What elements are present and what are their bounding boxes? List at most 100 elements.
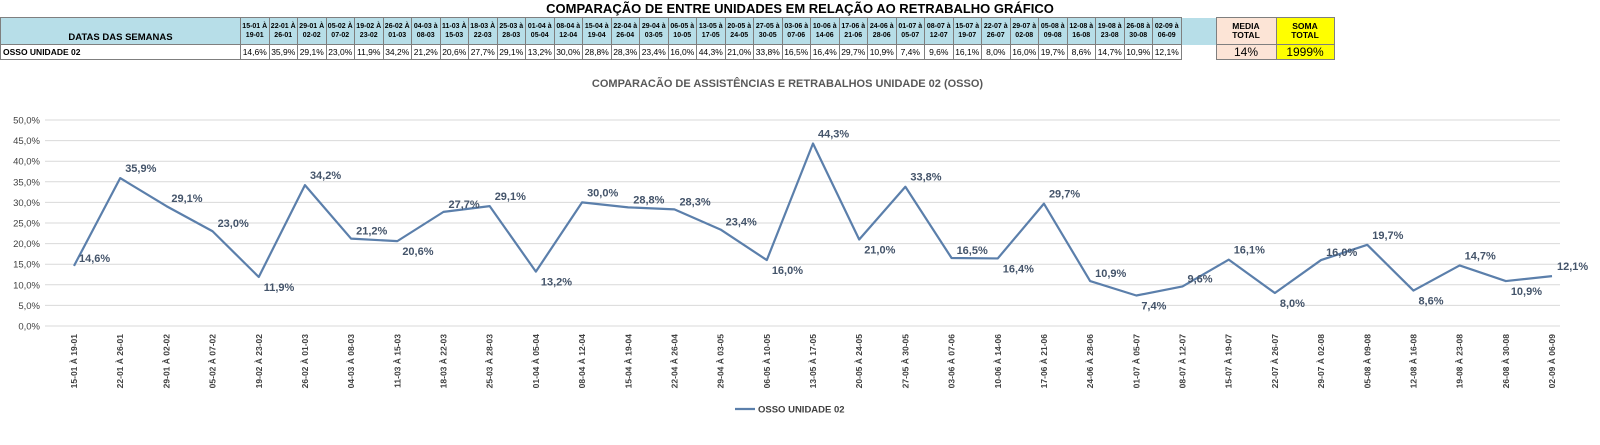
- chart-legend: OSSO UNIDADE 02: [735, 405, 845, 416]
- week-start: 05-08 à: [1040, 23, 1065, 30]
- week-header: 02-09 à 06-09: [1152, 17, 1182, 45]
- week-header: 25-03 à 28-03: [496, 17, 526, 45]
- y-tick-label: 15,0%: [13, 260, 40, 271]
- x-tick-label: 25-03 À 28-03: [485, 334, 495, 389]
- week-value: 21,0%: [724, 44, 754, 60]
- week-start: 25-03 à: [499, 23, 524, 30]
- week-end: 21-06: [844, 32, 863, 39]
- week-start: 26-02 À: [384, 23, 410, 30]
- week-value: 30,0%: [553, 44, 583, 60]
- week-header: 22-01 À 26-01: [268, 17, 298, 45]
- week-value: 23,0%: [325, 44, 355, 60]
- x-tick-label: 18-03 À 22-03: [439, 334, 449, 389]
- data-label: 44,3%: [818, 128, 849, 140]
- y-tick-label: 35,0%: [13, 177, 40, 188]
- data-label: 29,1%: [171, 193, 202, 205]
- x-tick-label: 08-04 À 12-04: [577, 334, 587, 389]
- week-value: 16,0%: [667, 44, 697, 60]
- x-tick-label: 04-03 À 08-03: [346, 334, 356, 389]
- week-start: 19-02 À: [356, 23, 382, 30]
- data-label: 30,0%: [587, 187, 618, 199]
- week-start: 22-04 à: [613, 23, 638, 30]
- week-value: 29,7%: [838, 44, 868, 60]
- week-value: 13,2%: [525, 44, 555, 60]
- week-header: 10-06 à 14-06: [810, 17, 840, 45]
- week-start: 02-09 à: [1154, 23, 1179, 30]
- week-header: 26-08 à 30-08: [1123, 17, 1153, 45]
- x-tick-label: 03-06 À 07-06: [947, 334, 957, 389]
- x-tick-label: 19-02 À 23-02: [254, 334, 264, 389]
- week-end: 24-05: [730, 32, 749, 39]
- x-tick-label: 17-06 À 21-06: [1039, 334, 1049, 389]
- week-end: 12-07: [929, 32, 948, 39]
- week-header: 20-05 à 24-05: [724, 17, 754, 45]
- week-end: 02-08: [1015, 32, 1034, 39]
- data-label: 21,2%: [356, 226, 387, 238]
- week-start: 06-05 à: [670, 23, 695, 30]
- week-end: 07-02: [331, 32, 350, 39]
- week-header: 22-07 à 26-07: [981, 17, 1011, 45]
- x-tick-label: 22-07 À 26-07: [1270, 334, 1280, 389]
- table-row: OSSO UNIDADE 02 14,6% 35,9% 29,1% 23,0% 11,9…: [0, 44, 1335, 60]
- data-label: 21,0%: [864, 244, 895, 256]
- week-value: 23,4%: [639, 44, 669, 60]
- week-start: 18-03 À: [470, 23, 496, 30]
- week-end: 17-05: [701, 32, 720, 39]
- week-end: 28-03: [502, 32, 521, 39]
- x-tick-label: 12-08 À 16-08: [1408, 334, 1418, 389]
- week-value: 16,0%: [1009, 44, 1039, 60]
- x-tick-label: 29-01 À 02-02: [161, 334, 171, 389]
- week-end: 19-01: [245, 32, 264, 39]
- report-title: COMPARAÇÃO DE ENTRE UNIDADES EM RELAÇÃO …: [546, 1, 1054, 16]
- data-label: 20,6%: [402, 246, 433, 258]
- week-header: 29-07 à 02-08: [1009, 17, 1039, 45]
- data-label: 13,2%: [541, 277, 572, 289]
- week-value: 44,3%: [696, 44, 726, 60]
- weekly-table: DATAS DAS SEMANAS 15-01 À 19-01 22-01 À 26-…: [0, 17, 1335, 60]
- week-header: 15-07 à 19-07: [952, 17, 982, 45]
- week-end: 05-04: [530, 32, 549, 39]
- data-label: 19,7%: [1372, 230, 1403, 242]
- week-header: 22-04 à 26-04: [610, 17, 640, 45]
- week-value: 16,1%: [952, 44, 982, 60]
- week-start: 13-05 à: [698, 23, 723, 30]
- week-header: 29-01 À 02-02: [297, 17, 327, 45]
- week-header: 05-02 À 07-02: [325, 17, 355, 45]
- week-end: 10-05: [673, 32, 692, 39]
- x-tick-label: 01-04 À 05-04: [531, 334, 541, 389]
- week-start: 29-04 à: [641, 23, 666, 30]
- data-label: 28,3%: [679, 196, 710, 208]
- week-value: 14,6%: [240, 44, 270, 60]
- week-end: 19-07: [958, 32, 977, 39]
- spacer-cell: [1180, 17, 1217, 45]
- week-end: 28-06: [872, 32, 891, 39]
- week-header: 08-07 à 12-07: [924, 17, 954, 45]
- x-tick-label: 26-02 À 01-03: [300, 334, 310, 389]
- week-end: 22-03: [473, 32, 492, 39]
- week-value: 8,0%: [981, 44, 1011, 60]
- week-value: 16,5%: [781, 44, 811, 60]
- data-label: 14,7%: [1465, 250, 1496, 262]
- data-label: 28,8%: [633, 194, 664, 206]
- week-end: 16-08: [1072, 32, 1091, 39]
- week-value: 20,6%: [439, 44, 469, 60]
- data-label: 9,6%: [1188, 273, 1213, 285]
- data-label: 7,4%: [1141, 301, 1166, 313]
- week-start: 03-06 à: [784, 23, 809, 30]
- week-header: 19-02 À 23-02: [354, 17, 384, 45]
- x-tick-label: 19-08 À 23-08: [1455, 334, 1465, 389]
- week-start: 12-08 à: [1069, 23, 1094, 30]
- data-label: 34,2%: [310, 170, 341, 182]
- x-tick-label: 15-01 À 19-01: [69, 334, 79, 389]
- week-value: 16,4%: [810, 44, 840, 60]
- week-value: 9,6%: [924, 44, 954, 60]
- week-start: 26-08 à: [1126, 23, 1151, 30]
- y-tick-label: 5,0%: [18, 301, 40, 312]
- x-tick-label: 22-01 À 26-01: [115, 334, 125, 389]
- week-value: 29,1%: [297, 44, 327, 60]
- week-value: 21,2%: [411, 44, 441, 60]
- chart-series: [73, 142, 1553, 297]
- week-value: 27,7%: [468, 44, 498, 60]
- x-tick-label: 26-08 À 30-08: [1501, 334, 1511, 389]
- week-value: 8,6%: [1066, 44, 1096, 60]
